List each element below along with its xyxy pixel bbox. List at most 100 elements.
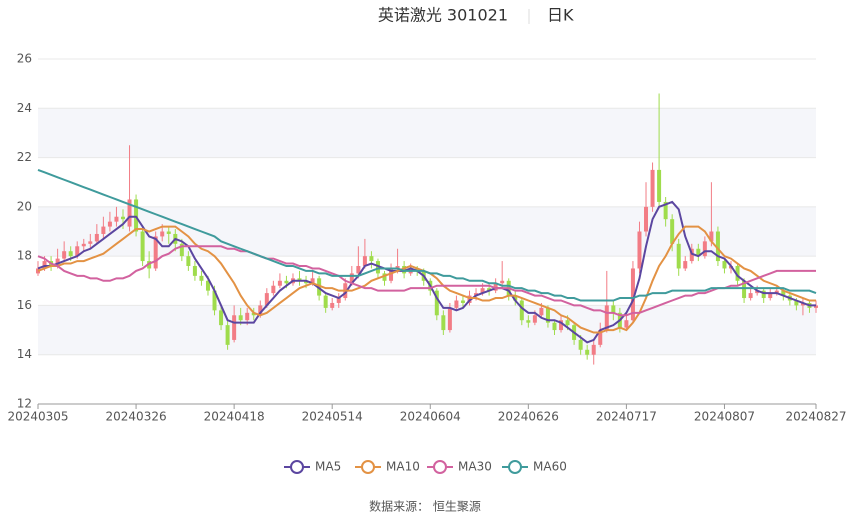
candle-body [101, 226, 106, 234]
candle-body [330, 302, 335, 308]
legend-item[interactable]: MA60 [502, 460, 567, 474]
x-tick-label: 20240807 [694, 410, 755, 424]
grid-band [38, 305, 816, 355]
y-tick-label: 20 [17, 199, 32, 213]
candle-body [702, 241, 707, 257]
candle-body [219, 310, 224, 326]
candle-body [349, 273, 354, 284]
candle-body [447, 307, 452, 331]
candle-body [696, 248, 701, 257]
candle-body [670, 219, 675, 244]
candle-body [389, 268, 394, 281]
candle-body [493, 283, 498, 291]
ma-line [37, 200, 816, 344]
y-tick-label: 12 [17, 397, 32, 411]
legend-marker [508, 460, 522, 474]
legend-item[interactable]: MA5 [284, 460, 341, 474]
candle-body [683, 261, 688, 269]
candle-body [460, 300, 465, 303]
candle-body [598, 330, 603, 345]
chart-subtitle: 日K [547, 6, 574, 25]
candle-body [120, 216, 125, 220]
x-tick-label: 20240326 [106, 410, 167, 424]
ma-line [37, 245, 816, 317]
candle-body [663, 201, 668, 220]
y-tick-label: 16 [17, 298, 32, 312]
candle-body [205, 280, 210, 291]
candle-body [768, 293, 773, 299]
candle-body [179, 243, 184, 257]
candle-body [500, 280, 505, 284]
candle-body [526, 320, 531, 323]
candle-body [356, 266, 361, 274]
x-tick-label: 20240305 [7, 410, 68, 424]
candle-body [245, 312, 250, 321]
candle-body [611, 305, 616, 313]
candle-body [166, 231, 171, 234]
candle-body [42, 261, 47, 269]
x-tick-label: 20240717 [596, 410, 657, 424]
candle-body [742, 280, 747, 299]
candle-body [199, 275, 204, 281]
chart-title: 英诺激光 301021 [378, 6, 508, 25]
legend-item[interactable]: MA10 [355, 460, 420, 474]
candle-body [774, 290, 779, 294]
candle-body [624, 320, 629, 328]
candle-body [689, 248, 694, 262]
candle-body [781, 290, 786, 296]
candle-body [369, 256, 374, 262]
candle-body [519, 300, 524, 321]
candle-body [297, 278, 302, 281]
candle-body [277, 280, 282, 286]
candle-body [88, 241, 93, 244]
legend-item[interactable]: MA30 [427, 460, 492, 474]
candle-body [107, 221, 112, 227]
candle-body [735, 266, 740, 281]
x-tick-label: 20240418 [204, 410, 265, 424]
candle-body [415, 268, 420, 271]
candle-body [62, 251, 67, 259]
legend-label: MA5 [315, 460, 341, 474]
candle-body [153, 236, 158, 269]
candle-body [310, 278, 315, 284]
candle-body [382, 273, 387, 281]
candle-body [657, 169, 662, 202]
legend-marker [433, 460, 447, 474]
candle-body [532, 315, 537, 323]
candle-body [794, 300, 799, 306]
candle-body [578, 339, 583, 350]
candle-body [761, 290, 766, 299]
candle-body [81, 243, 86, 247]
candle-body [127, 199, 132, 227]
candle-body [709, 231, 714, 242]
x-tick-label: 20240626 [498, 410, 559, 424]
legend-label: MA10 [386, 460, 420, 474]
x-tick-label: 20240827 [785, 410, 846, 424]
candle-body [748, 293, 753, 299]
candle-body [375, 261, 380, 274]
ma-line [37, 168, 817, 302]
legend-marker [290, 460, 304, 474]
candle-body [336, 298, 341, 303]
source-note: 数据来源： 恒生聚源 [369, 499, 481, 514]
candle-body [134, 199, 139, 232]
candle-body [323, 295, 328, 308]
candle-body [192, 266, 197, 276]
candle-body [68, 251, 73, 257]
candle-body [814, 305, 818, 308]
candle-body [585, 349, 590, 355]
candle-body [545, 307, 550, 323]
candle-body [232, 315, 237, 340]
candle-body [186, 256, 191, 266]
candle-body [212, 290, 217, 311]
candle-body [591, 344, 596, 355]
x-tick-label: 20240604 [400, 410, 461, 424]
candle-body [487, 288, 492, 291]
candle-body [715, 231, 720, 262]
candle-body [474, 293, 479, 296]
candle-body [94, 233, 99, 242]
candle-body [604, 305, 609, 331]
candle-body [258, 305, 263, 316]
candle-body [650, 169, 655, 207]
